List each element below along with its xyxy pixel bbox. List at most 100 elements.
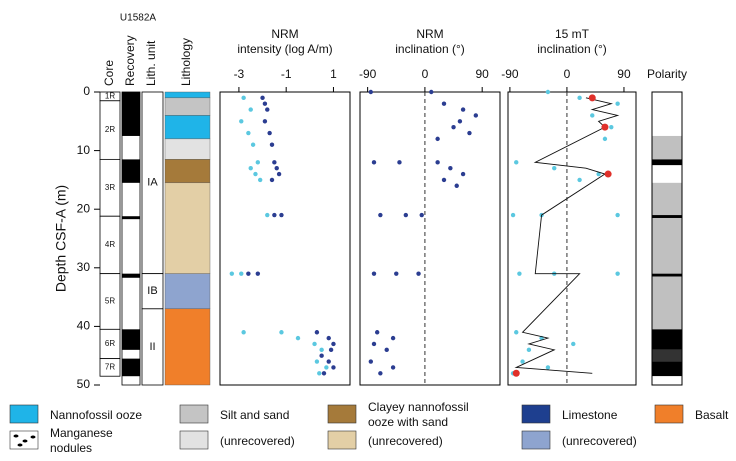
data-point <box>397 160 402 165</box>
data-point <box>246 130 251 136</box>
data-point <box>267 130 272 136</box>
data-point <box>520 359 525 364</box>
y-tick-label: 10 <box>77 143 91 157</box>
data-point <box>545 365 551 370</box>
data-point <box>314 330 320 335</box>
data-point <box>441 177 447 183</box>
data-point <box>510 212 516 218</box>
data-point <box>265 212 270 218</box>
data-point <box>239 119 244 124</box>
data-point <box>295 335 301 341</box>
data-point <box>279 212 284 218</box>
data-point <box>448 165 453 171</box>
data-point <box>257 177 263 183</box>
data-point <box>454 183 459 188</box>
data-point <box>248 165 253 171</box>
x-tick-label: -90 <box>359 67 377 81</box>
core-label: 7R <box>105 363 115 372</box>
data-point <box>328 347 334 353</box>
legend-label: Nannofossil ooze <box>50 408 142 422</box>
plot-frame <box>219 91 351 386</box>
data-point <box>262 119 268 124</box>
x-tick-label: 1 <box>330 67 337 81</box>
data-point <box>512 369 520 377</box>
recovered-interval <box>122 216 140 220</box>
panel-title: Polarity <box>647 67 687 81</box>
lithology-interval <box>164 273 211 310</box>
x-tick-label: 0 <box>422 67 429 81</box>
y-tick-label: 30 <box>77 260 91 274</box>
data-point <box>239 271 244 276</box>
polarity-interval <box>652 349 682 362</box>
legend-swatch <box>521 430 551 450</box>
legend-swatch <box>521 404 551 424</box>
data-point <box>615 271 620 276</box>
column-header: Core <box>102 60 116 86</box>
data-point <box>262 101 268 106</box>
data-point <box>514 330 519 335</box>
data-point <box>604 170 612 178</box>
data-point <box>250 142 256 147</box>
data-point <box>319 353 324 358</box>
legend-label: (unrecovered) <box>368 434 443 448</box>
data-point <box>371 271 377 276</box>
legend-label: (unrecovered) <box>220 434 295 448</box>
polarity-interval <box>652 217 682 274</box>
data-point <box>435 160 440 165</box>
data-point <box>615 212 620 218</box>
legend-label: Clayey nannofossil <box>368 400 469 414</box>
data-point <box>253 171 258 177</box>
data-point <box>317 371 322 376</box>
data-point <box>371 341 377 347</box>
recovered-interval <box>122 159 140 183</box>
data-point <box>326 359 331 364</box>
data-point <box>378 371 383 376</box>
lith-unit <box>141 308 164 386</box>
data-point <box>467 130 472 136</box>
recovered-interval <box>122 329 140 350</box>
data-point <box>260 95 265 101</box>
column-header: Lith. unit <box>144 40 158 86</box>
data-point <box>602 136 608 142</box>
column-header: Recovery <box>123 35 137 86</box>
legend-label: Manganese <box>50 426 113 440</box>
data-point <box>279 330 284 335</box>
data-point <box>571 341 576 347</box>
data-point <box>374 330 380 335</box>
data-point <box>435 136 440 142</box>
nodule-icon <box>22 439 28 443</box>
data-point <box>526 347 532 353</box>
legend-swatch <box>327 430 357 450</box>
data-point <box>590 113 595 118</box>
core-label: 6R <box>105 339 115 348</box>
data-point <box>272 212 277 218</box>
polarity-interval <box>652 276 682 330</box>
data-point <box>229 271 235 276</box>
x-tick-label: -3 <box>234 67 245 81</box>
x-tick-label: 0 <box>564 67 571 81</box>
legend-swatch <box>654 404 684 424</box>
data-point <box>390 335 396 341</box>
data-point <box>269 177 275 183</box>
core-label: 3R <box>105 183 115 192</box>
x-tick-label: -1 <box>281 67 292 81</box>
polarity-interval <box>652 376 682 385</box>
core-label: 4R <box>105 240 115 249</box>
data-point <box>248 107 253 112</box>
y-tick-label: 0 <box>83 84 90 98</box>
site-label: U1582A <box>120 13 156 24</box>
data-point <box>241 330 246 335</box>
data-point <box>331 365 336 370</box>
nodule-icon <box>17 443 23 447</box>
legend-swatch <box>179 404 209 424</box>
data-point <box>319 347 324 353</box>
legend-label: nodules <box>50 441 92 455</box>
data-point <box>545 89 551 95</box>
data-point <box>588 94 596 102</box>
legend-label: ooze with sand <box>368 415 448 429</box>
inclination-line <box>514 97 620 374</box>
lithology-interval <box>164 97 211 116</box>
column-header: Lithology <box>179 38 193 86</box>
legend-label: Basalt <box>695 408 729 422</box>
